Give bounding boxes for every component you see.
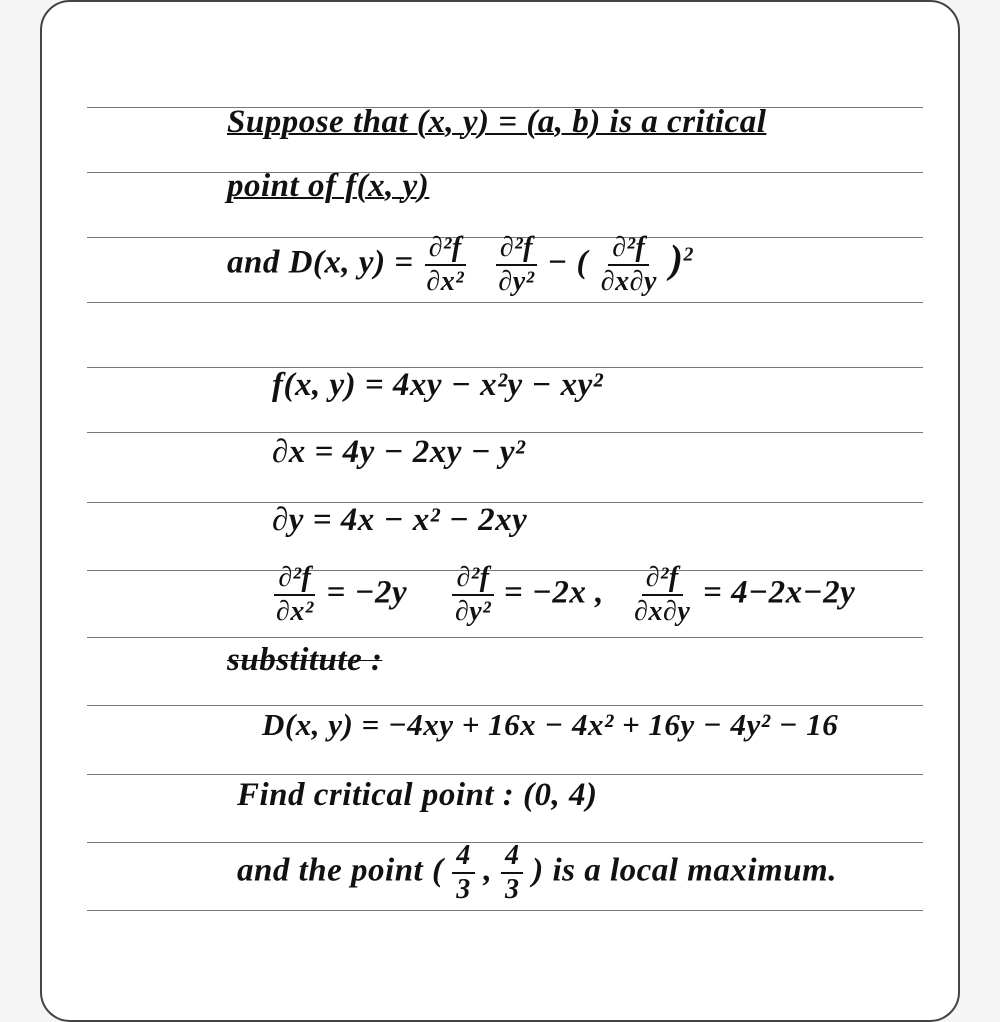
frac-den: ∂x² xyxy=(272,596,318,626)
eq-2x: = −2x , xyxy=(504,575,604,611)
line-9: D(x, y) = −4xy + 16x − 4x² + 16y − 4y² −… xyxy=(262,707,838,743)
line-7: ∂²f ∂x² = −2y ∂²f ∂y² = −2x , ∂²f ∂x∂y =… xyxy=(272,564,855,626)
frac-d2f-dy2: ∂²f ∂y² xyxy=(494,234,538,296)
frac-den: ∂y² xyxy=(451,596,495,626)
frac-den: 3 xyxy=(452,874,475,904)
frac-d2f-dx2: ∂²f ∂x² xyxy=(422,234,468,296)
comma: , xyxy=(483,853,501,889)
close-paren: ) xyxy=(670,237,684,282)
line-6: ∂y = 4x − x² − 2xy xyxy=(272,502,527,539)
notebook-paper: Suppose that (x, y) = (a, b) is a critic… xyxy=(40,0,960,1022)
frac-num: ∂²f xyxy=(452,564,493,596)
eq-4-2x-2y: = 4−2x−2y xyxy=(703,575,855,611)
line-10: Find critical point : (0, 4) xyxy=(237,777,598,814)
line-4: f(x, y) = 4xy − x²y − xy² xyxy=(272,367,603,404)
frac-d2f-dxdy: ∂²f ∂x∂y xyxy=(597,234,661,296)
line-3: and D(x, y) = ∂²f ∂x² ∂²f ∂y² − ( ∂²f ∂x… xyxy=(227,234,694,296)
frac-num: ∂²f xyxy=(608,234,649,266)
line-1: Suppose that (x, y) = (a, b) is a critic… xyxy=(227,104,766,141)
frac-num: ∂²f xyxy=(274,564,315,596)
eq-2y: = −2y xyxy=(326,575,407,611)
line-8-substitute: substitute : xyxy=(227,642,382,679)
frac-den: ∂x∂y xyxy=(597,266,661,296)
frac-4-3-b: 4 3 xyxy=(501,842,524,904)
line-11c: ) is a local maximum. xyxy=(532,853,837,889)
frac-d2f-dxdy-b: ∂²f ∂x∂y xyxy=(630,564,694,626)
frac-den: ∂x² xyxy=(422,266,468,296)
frac-den: 3 xyxy=(501,874,524,904)
line-5: ∂x = 4y − 2xy − y² xyxy=(272,434,525,471)
frac-num: ∂²f xyxy=(496,234,537,266)
frac-d2f-dx2-b: ∂²f ∂x² xyxy=(272,564,318,626)
frac-num: 4 xyxy=(501,842,524,874)
frac-den: ∂y² xyxy=(494,266,538,296)
line-11a: and the point ( xyxy=(237,853,443,889)
line-11: and the point ( 4 3 , 4 3 ) is a local m… xyxy=(237,842,837,904)
frac-num: ∂²f xyxy=(642,564,683,596)
line-3-text-a: and D(x, y) = xyxy=(227,245,414,281)
frac-den: ∂x∂y xyxy=(630,596,694,626)
frac-num: 4 xyxy=(452,842,475,874)
frac-4-3-a: 4 3 xyxy=(452,842,475,904)
line-3-minus-paren: − ( xyxy=(547,245,588,281)
frac-num: ∂²f xyxy=(425,234,466,266)
frac-d2f-dy2-b: ∂²f ∂y² xyxy=(451,564,495,626)
squared: 2 xyxy=(683,244,693,266)
line-2: point of f(x, y) xyxy=(227,168,429,205)
